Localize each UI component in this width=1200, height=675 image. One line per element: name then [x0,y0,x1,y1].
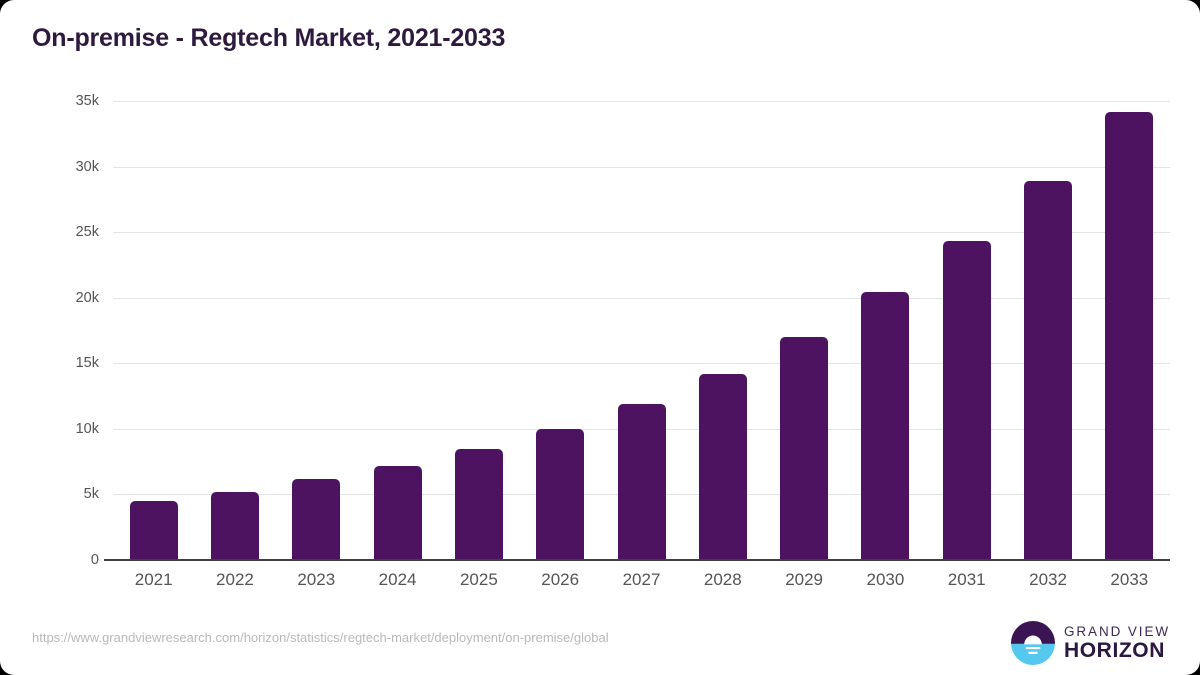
x-axis-tick-label: 2029 [785,570,824,589]
brand-logo[interactable]: GRAND VIEW HORIZON [1010,620,1170,666]
bar-2021[interactable] [129,501,178,560]
plot-area [113,101,1170,560]
y-axis-tick-label: 0 [90,552,99,568]
x-axis-tick-label: 2021 [134,570,173,589]
y-axis-tick-label: 30k [75,158,99,175]
logo-text: GRAND VIEW HORIZON [1064,625,1170,662]
x-axis-line [113,559,1170,561]
y-axis-tick-label: 15k [75,355,99,372]
gridline [113,232,1170,234]
bar-2031[interactable] [942,241,991,560]
bar-2024[interactable] [373,465,422,560]
logo-line-1: GRAND VIEW [1063,623,1170,639]
source-url[interactable]: https://www.grandviewresearch.com/horizo… [32,630,609,645]
bar-2032[interactable] [1024,181,1073,560]
x-axis-tick-label: 2027 [622,570,661,589]
x-axis-tick-label: 2033 [1110,570,1149,589]
bar-2025[interactable] [454,448,503,560]
y-axis-tick-label: 25k [75,224,99,241]
page-title: On-premise - Regtech Market, 2021-2033 [32,24,506,52]
x-axis-tick-label: 2031 [947,570,986,589]
bar-2028[interactable] [698,373,747,560]
x-axis-tick-label: 2032 [1029,570,1067,589]
gridline [113,363,1170,365]
gridline [113,166,1170,168]
y-axis-tick-label: 5k [83,486,99,503]
y-axis-tick-label: 20k [75,289,99,306]
bar-2023[interactable] [292,478,341,560]
x-axis-tick-label: 2028 [703,570,742,589]
gridline [113,297,1170,299]
x-axis-tick-label: 2024 [378,570,417,589]
bar-2027[interactable] [617,403,666,560]
x-axis-tick-label: 2030 [866,570,905,589]
bar-2026[interactable] [536,428,585,560]
logo-line-2: HORIZON [1063,639,1166,663]
bar-2029[interactable] [780,337,829,560]
x-axis-tick-label: 2025 [459,570,498,589]
y-axis-tick-label: 35k [75,93,99,109]
bar-2030[interactable] [861,292,910,560]
gridline [113,101,1170,102]
y-axis-tick-label: 10k [75,420,99,437]
x-axis-tick-label: 2026 [541,570,580,589]
x-axis-tick-label: 2023 [297,570,336,589]
horizon-sun-circle-icon [1010,621,1055,665]
x-axis-tick-label: 2022 [216,570,254,589]
bar-2033[interactable] [1105,111,1154,560]
bar-2022[interactable] [210,491,259,560]
y-axis-zero-tick [104,559,114,561]
